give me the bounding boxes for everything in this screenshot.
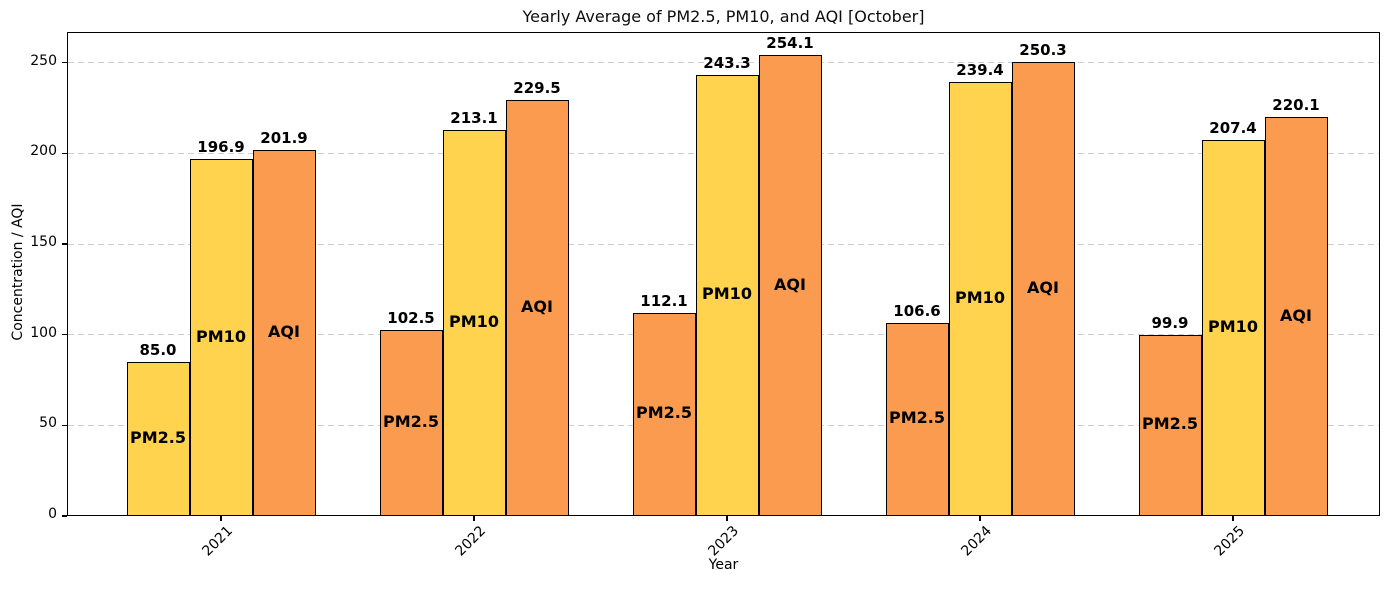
chart-title: Yearly Average of PM2.5, PM10, and AQI [… — [522, 7, 925, 26]
bar-series-label: AQI — [1280, 305, 1312, 325]
x-tick-mark — [979, 516, 981, 521]
x-tick-label-text: 2022 — [452, 523, 490, 560]
bar-pm10-2024 — [948, 82, 1012, 516]
bar-series-label: PM2.5 — [889, 408, 945, 428]
bar-series-label: PM2.5 — [383, 412, 439, 432]
y-tick-mark — [62, 334, 67, 336]
bar-value-label: 196.9 — [197, 138, 245, 157]
bar-series-label: PM10 — [196, 326, 246, 346]
bar-series-label: AQI — [1027, 278, 1059, 298]
bar-pm10-2023 — [695, 74, 759, 516]
bar-value-label: 112.1 — [640, 291, 688, 310]
bar-value-label: 254.1 — [766, 34, 814, 53]
y-tick-mark — [62, 62, 67, 64]
bar-series-label: PM2.5 — [636, 403, 692, 423]
bar-aqi-2022 — [505, 99, 569, 516]
bar-value-label: 102.5 — [387, 309, 435, 328]
bar-pm10-2022 — [442, 129, 506, 516]
bar-value-label: 220.1 — [1272, 96, 1320, 115]
x-tick-label-text: 2023 — [705, 523, 743, 560]
y-tick-label: 50 — [39, 415, 57, 432]
y-tick-mark — [62, 424, 67, 426]
bar-value-label: 106.6 — [893, 301, 941, 320]
bar-pm25-2025 — [1138, 334, 1202, 516]
bar-pm10-2025 — [1201, 140, 1265, 516]
bar-aqi-2023 — [758, 55, 822, 516]
y-tick-label: 100 — [30, 324, 57, 341]
bar-aqi-2024 — [1011, 62, 1075, 516]
bar-series-label: PM2.5 — [1142, 414, 1198, 434]
bar-pm10-2021 — [189, 159, 253, 516]
y-tick-label: 200 — [30, 143, 57, 160]
x-tick-mark — [1232, 516, 1234, 521]
x-tick-mark — [220, 516, 222, 521]
bar-aqi-2025 — [1264, 117, 1328, 516]
bar-pm25-2024 — [885, 322, 949, 516]
bar-series-label: PM10 — [702, 284, 752, 304]
bar-value-label: 207.4 — [1209, 119, 1257, 138]
bar-series-label: PM2.5 — [130, 427, 186, 447]
bar-pm25-2022 — [379, 330, 443, 516]
x-tick-mark — [473, 516, 475, 521]
bar-pm25-2021 — [126, 361, 190, 516]
y-tick-mark — [62, 515, 67, 517]
y-tick-mark — [62, 243, 67, 245]
y-tick-label: 0 — [48, 506, 57, 522]
bar-value-label: 85.0 — [139, 340, 177, 359]
bar-value-label: 243.3 — [703, 53, 751, 72]
x-tick-label-text: 2021 — [199, 523, 237, 560]
bar-value-label: 201.9 — [260, 129, 308, 147]
bar-series-label: PM10 — [1208, 317, 1258, 337]
bar-aqi-2021 — [252, 150, 316, 516]
x-tick-label-text: 2025 — [1211, 523, 1249, 560]
bar-series-label: AQI — [774, 274, 806, 294]
bar-value-label: 239.4 — [956, 61, 1004, 80]
bar-series-label: AQI — [268, 322, 300, 341]
bar-series-label: PM10 — [449, 311, 499, 331]
y-gridline — [68, 62, 1379, 64]
x-tick-mark — [726, 516, 728, 521]
bar-series-label: AQI — [521, 296, 553, 316]
x-tick-label-text: 2024 — [958, 523, 996, 560]
bar-pm25-2023 — [632, 312, 696, 516]
x-axis-label: Year — [708, 557, 739, 573]
y-tick-mark — [62, 152, 67, 155]
bar-series-label: PM10 — [955, 288, 1005, 308]
bar-value-label: 229.5 — [513, 78, 561, 97]
bar-value-label: 99.9 — [1151, 313, 1189, 332]
y-tick-label: 250 — [30, 52, 57, 69]
bar-value-label: 213.1 — [450, 108, 498, 127]
bar-value-label: 250.3 — [1019, 41, 1067, 60]
y-tick-label: 150 — [30, 234, 57, 251]
